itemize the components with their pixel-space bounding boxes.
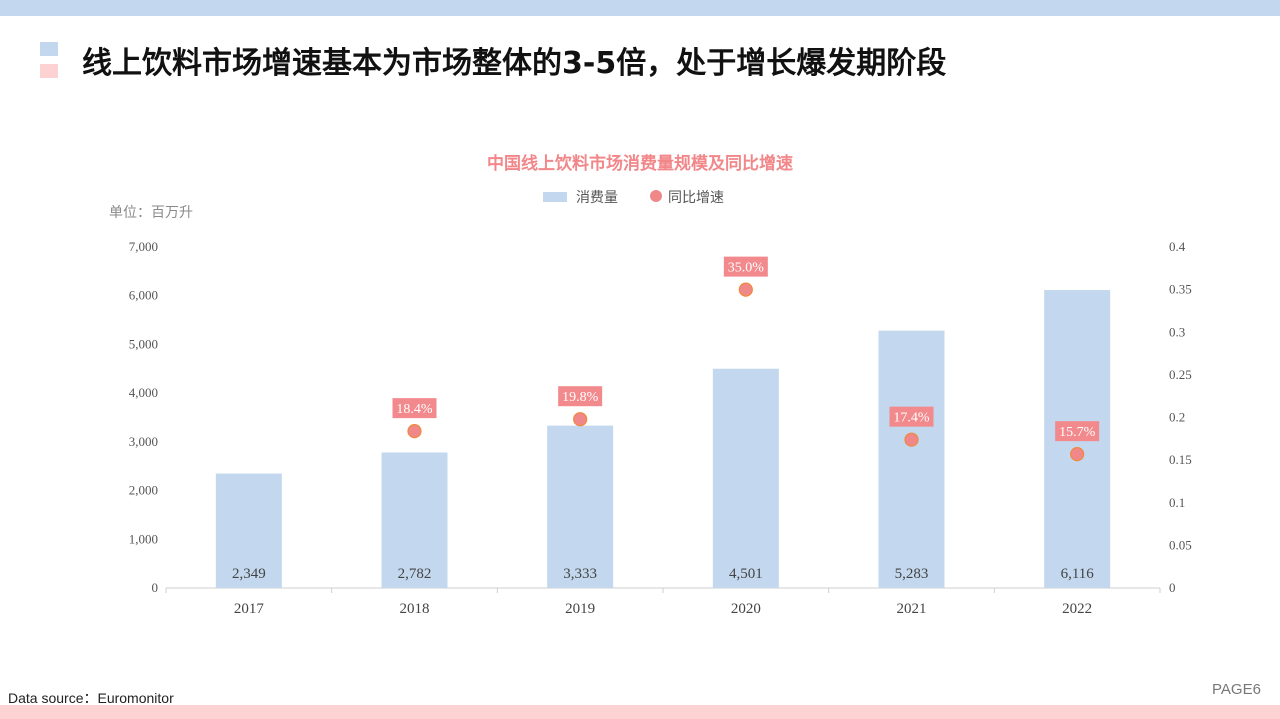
x-tick-label: 2017 — [234, 601, 265, 617]
y-tick-label-left: 7,000 — [129, 239, 158, 254]
x-tick-label: 2019 — [565, 601, 595, 617]
title-marker-pink — [40, 64, 58, 78]
growth-label-bg — [392, 398, 437, 419]
y-tick-label-right: 0 — [1169, 580, 1176, 595]
y-tick-label-left: 2,000 — [129, 483, 158, 498]
growth-label: 19.8% — [562, 390, 599, 405]
y-tick-label-left: 6,000 — [129, 288, 158, 303]
page-title: 线上饮料市场增速基本为市场整体的3-5倍，处于增长爆发期阶段 — [82, 46, 947, 81]
y-tick-label-left: 5,000 — [129, 336, 158, 351]
growth-label: 15.7% — [1059, 425, 1096, 440]
bar-value-label: 5,283 — [895, 566, 929, 582]
y-tick-label-right: 0.15 — [1169, 452, 1192, 467]
title-marker-blue — [40, 42, 58, 56]
bar — [215, 473, 282, 588]
growth-dot — [738, 282, 753, 297]
y-tick-label-left: 1,000 — [129, 531, 158, 546]
y-tick-label-right: 0.4 — [1169, 239, 1186, 254]
bar-value-label: 4,501 — [729, 566, 763, 582]
bars — [215, 290, 1111, 588]
growth-dot — [1070, 447, 1085, 462]
legend-swatch-dot — [650, 190, 662, 202]
y-tick-label-left: 4,000 — [129, 385, 158, 400]
bar — [381, 452, 448, 588]
bar — [547, 425, 614, 588]
data-source: Data source：Euromonitor — [8, 690, 174, 706]
growth-label-bg — [1055, 421, 1100, 442]
bar — [878, 330, 945, 588]
y-tick-label-right: 0.2 — [1169, 410, 1185, 425]
bar-labels: 2,349 2,782 3,333 4,501 5,283 6,116 — [232, 566, 1094, 582]
top-band — [0, 0, 1280, 16]
bar-value-label: 2,349 — [232, 566, 266, 582]
growth-label: 17.4% — [893, 411, 930, 426]
bar — [712, 368, 779, 588]
legend-label-dot: 同比增速 — [668, 190, 724, 206]
growth-label-bg — [723, 256, 768, 277]
axes: 2017 2018 2019 2020 2021 2022 0 1,000 2,000 3,000… — [129, 239, 1192, 617]
x-tick-label: 2020 — [731, 601, 761, 617]
growth-label: 35.0% — [728, 261, 765, 276]
bar-value-label: 6,116 — [1061, 566, 1095, 582]
chart-title: 中国线上饮料市场消费量规模及同比增速 — [487, 153, 793, 174]
y-tick-label-left: 0 — [152, 580, 159, 595]
y-tick-label-right: 0.25 — [1169, 367, 1192, 382]
growth-dots: 18.4% 19.8% 35.0% 17.4% 15.7% — [392, 256, 1100, 462]
bottom-band — [0, 705, 1280, 719]
x-tick-label: 2018 — [400, 601, 430, 617]
y-tick-label-right: 0.05 — [1169, 537, 1192, 552]
x-tick-label: 2022 — [1062, 601, 1092, 617]
growth-label-bg — [558, 386, 603, 407]
legend-swatch-bar — [543, 192, 567, 202]
y-tick-label-right: 0.1 — [1169, 495, 1185, 510]
x-tick-label: 2021 — [897, 601, 927, 617]
growth-dot — [573, 412, 588, 427]
y-tick-label-right: 0.3 — [1169, 324, 1185, 339]
unit-label: 单位：百万升 — [109, 205, 193, 221]
y-tick-label-right: 0.35 — [1169, 282, 1192, 297]
growth-dot — [904, 432, 919, 447]
y-tick-label-left: 3,000 — [129, 434, 158, 449]
legend-label-bar: 消费量 — [576, 190, 618, 206]
bar-value-label: 2,782 — [398, 566, 432, 582]
growth-label: 18.4% — [396, 402, 433, 417]
growth-dot — [407, 424, 422, 439]
growth-label-bg — [889, 406, 934, 427]
legend: 消费量 同比增速 — [543, 190, 724, 206]
page-number: PAGE6 — [1212, 681, 1261, 698]
bar-value-label: 3,333 — [563, 566, 597, 582]
